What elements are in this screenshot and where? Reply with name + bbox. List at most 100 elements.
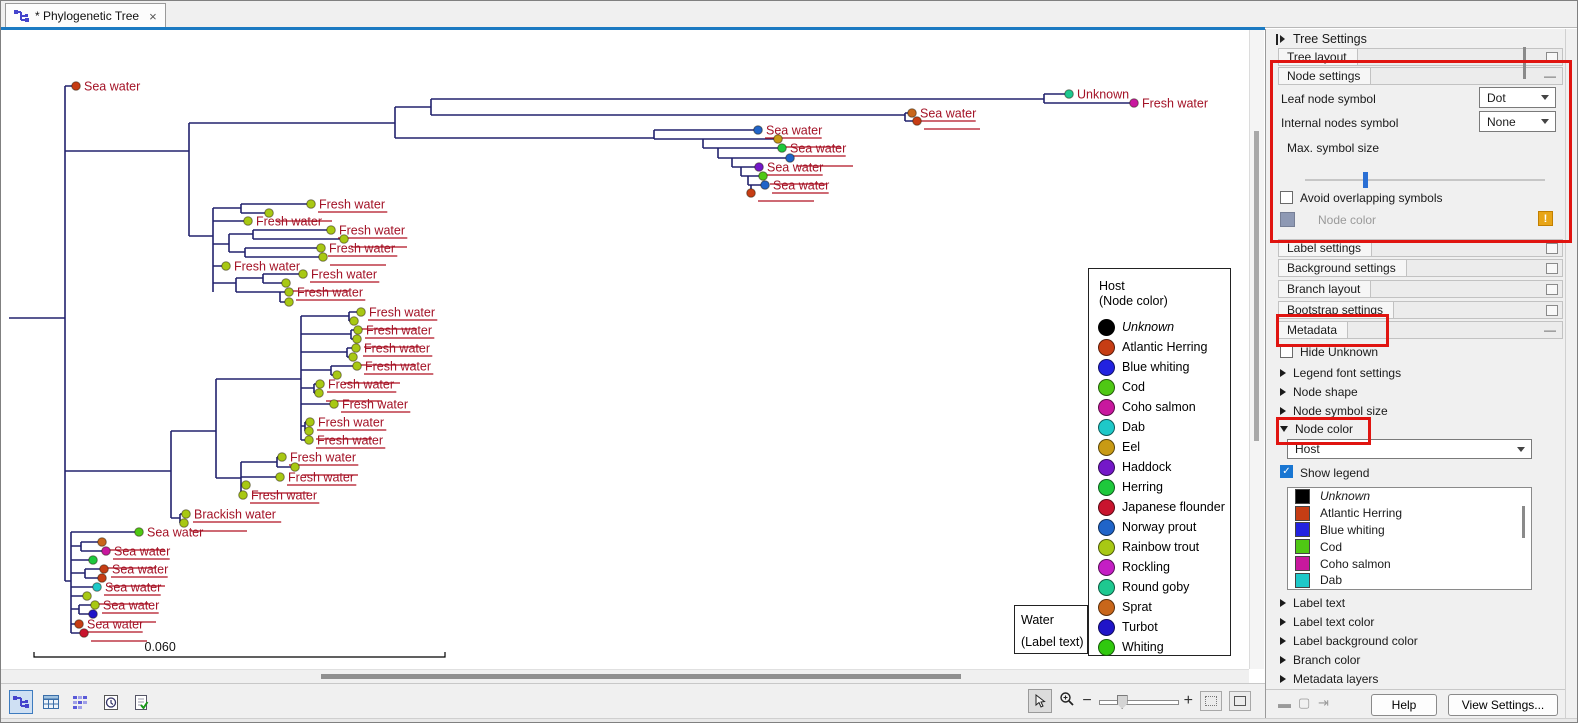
section-node-settings[interactable]: Node settings — — [1278, 67, 1563, 85]
leaf-node-dot[interactable] — [908, 109, 917, 118]
node-symbol-size-item[interactable]: Node symbol size — [1280, 404, 1388, 418]
horizontal-scroll-thumb[interactable] — [321, 674, 961, 679]
history-view-button[interactable] — [99, 690, 123, 714]
leaf-node-dot[interactable] — [747, 189, 756, 198]
water-legend-box[interactable]: Water (Label text) — [1014, 605, 1088, 654]
phylogenetic-tree-svg[interactable]: Sea water Unknown Fresh water Sea water Sea … — [1, 30, 1249, 669]
leaf-label[interactable]: Fresh water — [297, 285, 363, 299]
leaf-node-dot[interactable] — [327, 226, 336, 235]
section-bootstrap-settings[interactable]: Bootstrap settings — [1278, 301, 1563, 319]
listbox-row[interactable]: Cod — [1288, 538, 1531, 555]
leaf-node-dot[interactable] — [91, 601, 100, 610]
node-color-metadata-select[interactable]: Host — [1287, 439, 1532, 459]
listbox-row[interactable]: Dab — [1288, 572, 1531, 589]
leaf-node-dot[interactable] — [305, 427, 314, 436]
section-background-settings[interactable]: Background settings — [1278, 259, 1563, 277]
show-legend-checkbox[interactable]: ✓ — [1280, 465, 1293, 478]
leaf-node-dot[interactable] — [100, 565, 109, 574]
view-settings-button[interactable]: View Settings... — [1448, 694, 1558, 716]
section-metadata[interactable]: Metadata — — [1278, 321, 1563, 339]
leaf-label[interactable]: Fresh water — [339, 223, 405, 237]
tree-horizontal-scrollbar[interactable] — [1, 669, 1249, 684]
leaf-node-dot[interactable] — [299, 270, 308, 279]
leaf-label[interactable]: Fresh water — [288, 470, 354, 484]
leaf-label[interactable]: Fresh water — [251, 488, 317, 502]
fit-width-button[interactable] — [1229, 691, 1251, 711]
leaf-label[interactable]: Fresh water — [290, 450, 356, 464]
leaf-label[interactable]: Sea water — [790, 141, 846, 155]
leaf-node-dot[interactable] — [315, 389, 324, 398]
leaf-node-dot[interactable] — [282, 279, 291, 288]
listbox-row[interactable]: Blue whiting — [1288, 522, 1531, 539]
zoom-slider-thumb[interactable] — [1117, 695, 1128, 709]
leaf-node-dot[interactable] — [93, 583, 102, 592]
report-view-button[interactable] — [129, 690, 153, 714]
leaf-label[interactable]: Sea water — [112, 562, 168, 576]
leaf-node-dot[interactable] — [316, 380, 325, 389]
leaf-node-dot[interactable] — [72, 82, 81, 91]
leaf-label[interactable]: Sea water — [114, 544, 170, 558]
leaf-label[interactable]: Sea water — [87, 617, 143, 631]
leaf-node-dot[interactable] — [83, 592, 92, 601]
leaf-node-dot[interactable] — [319, 253, 328, 262]
leaf-label[interactable]: Sea water — [147, 525, 203, 539]
leaf-node-dot[interactable] — [278, 453, 287, 462]
leaf-label[interactable]: Fresh water — [234, 259, 300, 273]
leaf-node-dot[interactable] — [1130, 99, 1139, 108]
leaf-node-dot[interactable] — [761, 181, 770, 190]
listbox-row[interactable]: Atlantic Herring — [1288, 505, 1531, 522]
listbox-scroll-thumb[interactable] — [1522, 506, 1525, 538]
leaf-node-dot[interactable] — [244, 217, 253, 226]
zoom-slider[interactable] — [1099, 694, 1177, 708]
leaf-node-dot[interactable] — [352, 344, 361, 353]
metadata-item-label-text-color[interactable]: Label text color — [1280, 615, 1374, 629]
collapse-all-icon[interactable]: ▬ — [1278, 696, 1291, 711]
leaf-label[interactable]: Sea water — [105, 580, 161, 594]
leaf-label[interactable]: Sea water — [773, 178, 829, 192]
leaf-node-dot[interactable] — [305, 436, 314, 445]
leaf-node-dot[interactable] — [349, 353, 358, 362]
leaf-label[interactable]: Unknown — [1077, 87, 1129, 101]
leaf-label[interactable]: Fresh water — [1142, 96, 1208, 110]
leaf-node-dot[interactable] — [350, 317, 359, 326]
leaf-label[interactable]: Fresh water — [364, 341, 430, 355]
fit-to-screen-button[interactable] — [1200, 691, 1222, 711]
section-popout-icon[interactable] — [1546, 305, 1558, 316]
zoom-in-button[interactable]: + — [1184, 693, 1193, 709]
leaf-label[interactable]: Fresh water — [319, 197, 385, 211]
leaf-node-dot[interactable] — [242, 481, 251, 490]
leaf-node-dot[interactable] — [354, 326, 363, 335]
leaf-node-dot[interactable] — [330, 400, 339, 409]
leaf-node-dot[interactable] — [913, 117, 922, 126]
leaf-node-dot[interactable] — [754, 126, 763, 135]
leaf-node-dot[interactable] — [135, 528, 144, 537]
leaf-node-dot[interactable] — [357, 308, 366, 317]
apply-to-icon[interactable]: ⇥ — [1318, 695, 1329, 711]
tab-phylogenetic-tree[interactable]: * Phylogenetic Tree × — [5, 3, 166, 28]
tree-view-button[interactable] — [9, 690, 33, 714]
help-button[interactable]: Help — [1371, 694, 1437, 716]
zoom-out-button[interactable]: − — [1082, 693, 1091, 709]
leaf-node-dot[interactable] — [285, 288, 294, 297]
leaf-label[interactable]: Fresh water — [365, 359, 431, 373]
leaf-label[interactable]: Sea water — [766, 123, 822, 137]
slider-thumb[interactable] — [1363, 172, 1368, 188]
section-tree-layout[interactable]: Tree layout — [1278, 48, 1563, 66]
leaf-label[interactable]: Fresh water — [329, 241, 395, 255]
section-branch-layout[interactable]: Branch layout — [1278, 280, 1563, 298]
section-collapse-icon[interactable]: — — [1544, 71, 1556, 81]
leaf-node-dot[interactable] — [80, 629, 89, 638]
max-symbol-size-slider[interactable] — [1305, 172, 1545, 188]
leaf-node-dot[interactable] — [89, 556, 98, 565]
section-popout-icon[interactable] — [1546, 52, 1558, 63]
list-view-button[interactable] — [69, 690, 93, 714]
listbox-row[interactable]: Coho salmon — [1288, 555, 1531, 572]
leaf-label[interactable]: Fresh water — [318, 415, 384, 429]
metadata-item-branch-color[interactable]: Branch color — [1280, 653, 1360, 667]
hide-unknown-checkbox[interactable] — [1280, 345, 1293, 358]
new-view-icon[interactable]: ▢ — [1298, 695, 1310, 711]
metadata-legend-listbox[interactable]: UnknownAtlantic HerringBlue whitingCodCo… — [1287, 487, 1532, 590]
metadata-item-metadata-layers[interactable]: Metadata layers — [1280, 672, 1378, 686]
section-popout-icon[interactable] — [1546, 263, 1558, 274]
leaf-node-dot[interactable] — [317, 244, 326, 253]
